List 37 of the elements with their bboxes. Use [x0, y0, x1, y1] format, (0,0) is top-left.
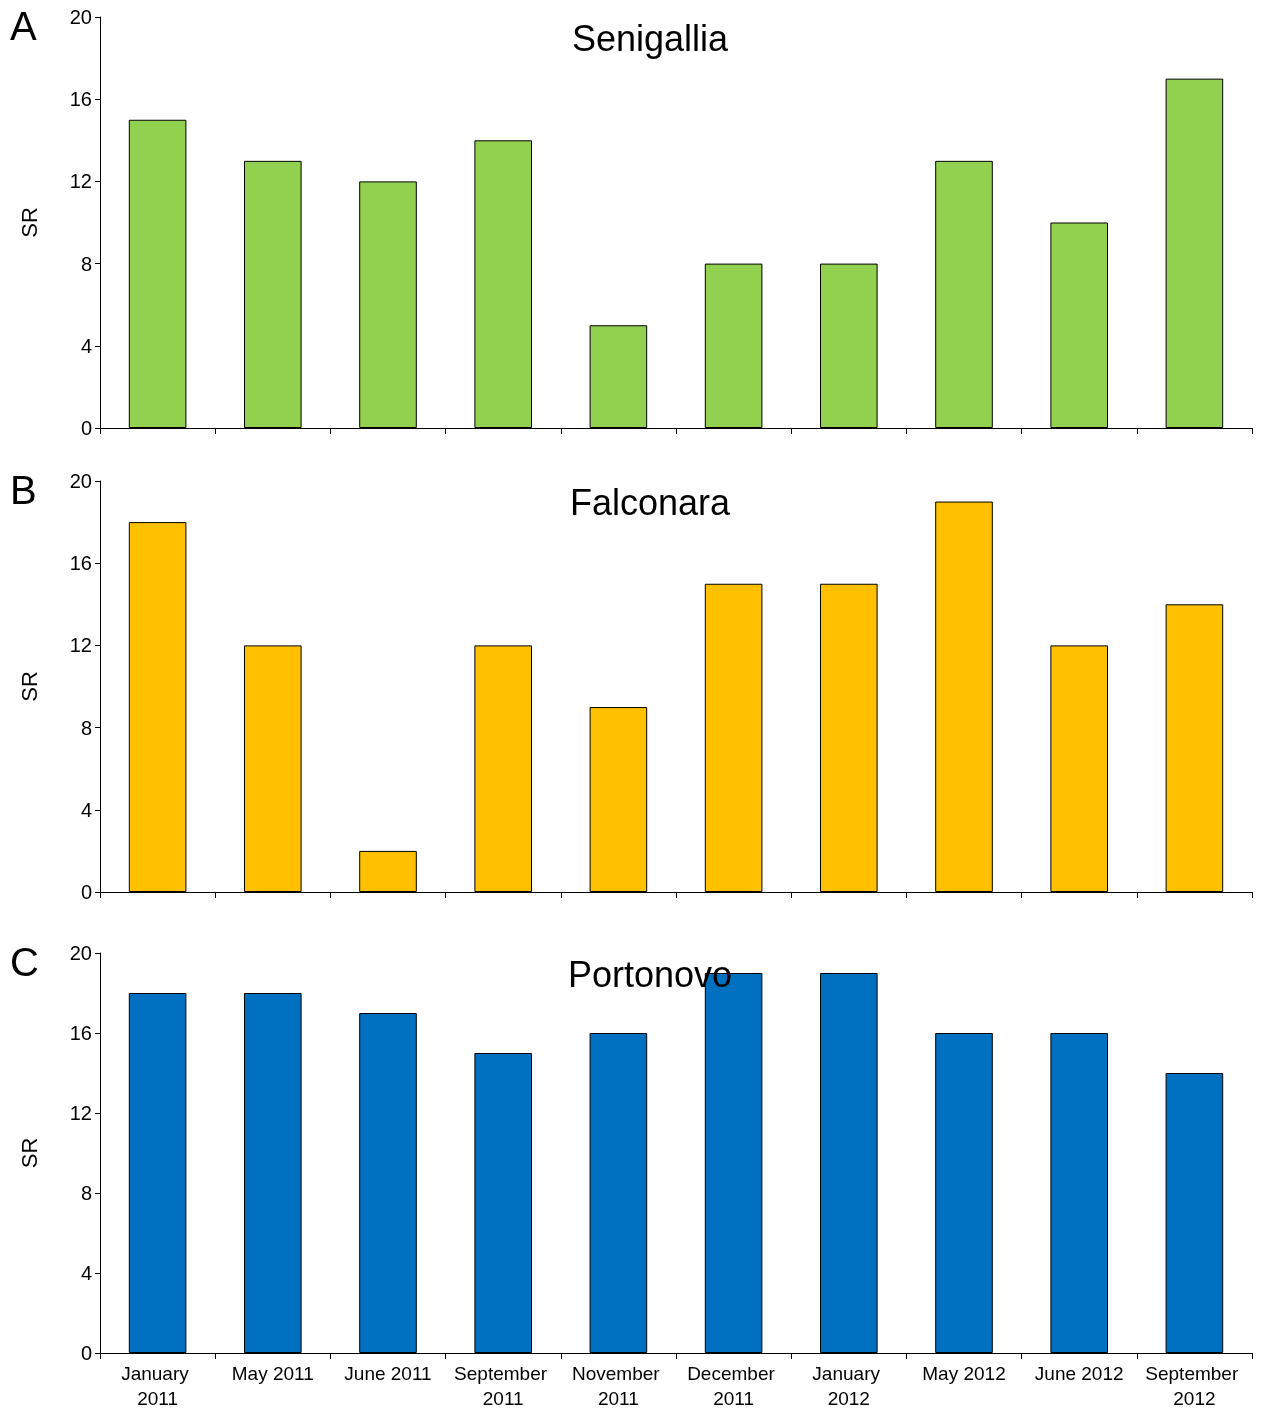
y-tick-label: 12: [69, 170, 92, 193]
y-tick-label: 16: [69, 1022, 92, 1044]
text: B: [10, 468, 37, 512]
x-tick-label: September 2012: [1145, 1363, 1244, 1409]
x-tick-label: November 2011: [571, 1363, 665, 1409]
y-axis-title: SR: [16, 207, 42, 238]
y-tick-label: 0: [80, 1342, 92, 1364]
y-tick-label: 16: [69, 88, 92, 111]
y-tick-label: 8: [80, 252, 92, 275]
x-tick-label: June 2012: [1034, 1363, 1124, 1384]
y-tick-label: 20: [69, 942, 92, 964]
y-tick-label: 16: [69, 552, 92, 575]
x-tick-label: January 2011: [121, 1363, 195, 1409]
y-tick-label: 4: [80, 1262, 92, 1284]
y-tick-label: 0: [80, 417, 92, 439]
text: C: [10, 940, 39, 984]
text: A: [10, 4, 37, 48]
chart-title: Portonovo: [567, 953, 733, 995]
x-tick-label: May 2011: [231, 1363, 314, 1384]
y-tick-label: 20: [69, 470, 92, 492]
y-tick-label: 0: [80, 881, 92, 903]
y-tick-label: 8: [80, 1182, 92, 1204]
chart-title: Senigallia: [571, 17, 730, 59]
y-tick-label: 12: [69, 1102, 92, 1124]
x-tick-label: January 2012: [812, 1363, 886, 1409]
x-tick-label: December 2011: [687, 1363, 781, 1409]
y-axis-title: SR: [16, 671, 42, 702]
y-tick-label: 20: [69, 6, 92, 28]
y-axis-title: SR: [16, 1137, 42, 1169]
y-tick-label: 8: [80, 716, 92, 739]
chart-title: Falconara: [569, 481, 732, 523]
y-tick-label: 12: [69, 634, 92, 657]
x-tick-label: June 2011: [344, 1363, 432, 1384]
y-tick-label: 4: [80, 334, 92, 357]
y-tick-label: 4: [80, 798, 92, 821]
x-tick-label: May 2012: [922, 1363, 1006, 1384]
x-tick-label: September 2011: [454, 1363, 553, 1409]
